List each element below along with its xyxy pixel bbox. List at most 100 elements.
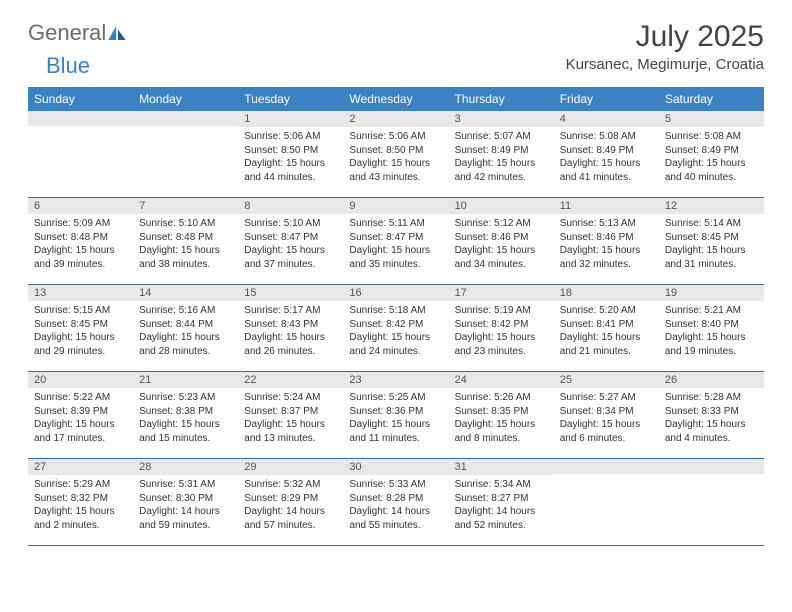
day-details: Sunrise: 5:33 AMSunset: 8:28 PMDaylight:… [343,475,448,537]
day-details: Sunrise: 5:06 AMSunset: 8:50 PMDaylight:… [238,127,343,189]
day-number: 29 [238,459,343,475]
day-details: Sunrise: 5:23 AMSunset: 8:38 PMDaylight:… [133,388,238,450]
day-number: 13 [28,285,133,301]
calendar-cell: 11Sunrise: 5:13 AMSunset: 8:46 PMDayligh… [554,198,659,285]
day-number: 15 [238,285,343,301]
day-header: Wednesday [343,87,448,111]
empty-day [133,111,238,126]
day-header: Monday [133,87,238,111]
day-number: 26 [659,372,764,388]
day-details: Sunrise: 5:09 AMSunset: 8:48 PMDaylight:… [28,214,133,276]
day-number: 23 [343,372,448,388]
day-number: 30 [343,459,448,475]
calendar-cell [133,111,238,198]
day-details: Sunrise: 5:17 AMSunset: 8:43 PMDaylight:… [238,301,343,363]
day-details: Sunrise: 5:24 AMSunset: 8:37 PMDaylight:… [238,388,343,450]
day-number: 16 [343,285,448,301]
day-details: Sunrise: 5:08 AMSunset: 8:49 PMDaylight:… [659,127,764,189]
day-number: 20 [28,372,133,388]
day-details: Sunrise: 5:08 AMSunset: 8:49 PMDaylight:… [554,127,659,189]
calendar-cell: 19Sunrise: 5:21 AMSunset: 8:40 PMDayligh… [659,285,764,372]
calendar-cell: 18Sunrise: 5:20 AMSunset: 8:41 PMDayligh… [554,285,659,372]
calendar-cell [659,459,764,546]
calendar-cell: 26Sunrise: 5:28 AMSunset: 8:33 PMDayligh… [659,372,764,459]
day-details: Sunrise: 5:34 AMSunset: 8:27 PMDaylight:… [449,475,554,537]
calendar-cell: 6Sunrise: 5:09 AMSunset: 8:48 PMDaylight… [28,198,133,285]
calendar-table: SundayMondayTuesdayWednesdayThursdayFrid… [28,87,764,546]
day-number: 22 [238,372,343,388]
calendar-cell: 15Sunrise: 5:17 AMSunset: 8:43 PMDayligh… [238,285,343,372]
calendar-cell: 9Sunrise: 5:11 AMSunset: 8:47 PMDaylight… [343,198,448,285]
day-details: Sunrise: 5:20 AMSunset: 8:41 PMDaylight:… [554,301,659,363]
day-details: Sunrise: 5:22 AMSunset: 8:39 PMDaylight:… [28,388,133,450]
day-number: 17 [449,285,554,301]
calendar-cell: 3Sunrise: 5:07 AMSunset: 8:49 PMDaylight… [449,111,554,198]
calendar-cell [28,111,133,198]
day-details: Sunrise: 5:25 AMSunset: 8:36 PMDaylight:… [343,388,448,450]
calendar-body: 1Sunrise: 5:06 AMSunset: 8:50 PMDaylight… [28,111,764,546]
calendar-cell: 5Sunrise: 5:08 AMSunset: 8:49 PMDaylight… [659,111,764,198]
calendar-week: 20Sunrise: 5:22 AMSunset: 8:39 PMDayligh… [28,372,764,459]
calendar-cell: 22Sunrise: 5:24 AMSunset: 8:37 PMDayligh… [238,372,343,459]
day-number: 6 [28,198,133,214]
day-details: Sunrise: 5:31 AMSunset: 8:30 PMDaylight:… [133,475,238,537]
day-details: Sunrise: 5:10 AMSunset: 8:48 PMDaylight:… [133,214,238,276]
calendar-cell: 8Sunrise: 5:10 AMSunset: 8:47 PMDaylight… [238,198,343,285]
logo: General [28,20,128,46]
day-details: Sunrise: 5:14 AMSunset: 8:45 PMDaylight:… [659,214,764,276]
calendar-cell: 23Sunrise: 5:25 AMSunset: 8:36 PMDayligh… [343,372,448,459]
day-number: 19 [659,285,764,301]
day-number: 4 [554,111,659,127]
calendar-cell: 21Sunrise: 5:23 AMSunset: 8:38 PMDayligh… [133,372,238,459]
calendar-cell [554,459,659,546]
day-number: 24 [449,372,554,388]
empty-day [28,111,133,126]
calendar-cell: 17Sunrise: 5:19 AMSunset: 8:42 PMDayligh… [449,285,554,372]
calendar-cell: 28Sunrise: 5:31 AMSunset: 8:30 PMDayligh… [133,459,238,546]
day-number: 27 [28,459,133,475]
calendar-cell: 27Sunrise: 5:29 AMSunset: 8:32 PMDayligh… [28,459,133,546]
day-details: Sunrise: 5:10 AMSunset: 8:47 PMDaylight:… [238,214,343,276]
calendar-cell: 29Sunrise: 5:32 AMSunset: 8:29 PMDayligh… [238,459,343,546]
calendar-cell: 12Sunrise: 5:14 AMSunset: 8:45 PMDayligh… [659,198,764,285]
day-number: 9 [343,198,448,214]
calendar-cell: 20Sunrise: 5:22 AMSunset: 8:39 PMDayligh… [28,372,133,459]
day-details: Sunrise: 5:26 AMSunset: 8:35 PMDaylight:… [449,388,554,450]
day-number: 11 [554,198,659,214]
day-details: Sunrise: 5:06 AMSunset: 8:50 PMDaylight:… [343,127,448,189]
sail-icon [108,26,126,40]
day-number: 2 [343,111,448,127]
empty-day [659,459,764,474]
day-number: 1 [238,111,343,127]
calendar-week: 13Sunrise: 5:15 AMSunset: 8:45 PMDayligh… [28,285,764,372]
day-details: Sunrise: 5:27 AMSunset: 8:34 PMDaylight:… [554,388,659,450]
day-header-row: SundayMondayTuesdayWednesdayThursdayFrid… [28,87,764,111]
day-number: 3 [449,111,554,127]
day-number: 14 [133,285,238,301]
day-details: Sunrise: 5:19 AMSunset: 8:42 PMDaylight:… [449,301,554,363]
logo-text-general: General [28,20,106,46]
calendar-cell: 13Sunrise: 5:15 AMSunset: 8:45 PMDayligh… [28,285,133,372]
day-header: Tuesday [238,87,343,111]
day-number: 7 [133,198,238,214]
day-number: 8 [238,198,343,214]
calendar-cell: 25Sunrise: 5:27 AMSunset: 8:34 PMDayligh… [554,372,659,459]
day-header: Thursday [449,87,554,111]
day-details: Sunrise: 5:12 AMSunset: 8:46 PMDaylight:… [449,214,554,276]
day-details: Sunrise: 5:15 AMSunset: 8:45 PMDaylight:… [28,301,133,363]
calendar-cell: 1Sunrise: 5:06 AMSunset: 8:50 PMDaylight… [238,111,343,198]
calendar-week: 27Sunrise: 5:29 AMSunset: 8:32 PMDayligh… [28,459,764,546]
day-number: 12 [659,198,764,214]
day-details: Sunrise: 5:13 AMSunset: 8:46 PMDaylight:… [554,214,659,276]
calendar-week: 6Sunrise: 5:09 AMSunset: 8:48 PMDaylight… [28,198,764,285]
day-number: 25 [554,372,659,388]
day-details: Sunrise: 5:29 AMSunset: 8:32 PMDaylight:… [28,475,133,537]
title-block: July 2025 Kursanec, Megimurje, Croatia [566,20,764,73]
day-number: 18 [554,285,659,301]
day-number: 5 [659,111,764,127]
day-details: Sunrise: 5:16 AMSunset: 8:44 PMDaylight:… [133,301,238,363]
calendar-cell: 7Sunrise: 5:10 AMSunset: 8:48 PMDaylight… [133,198,238,285]
day-number: 31 [449,459,554,475]
calendar-cell: 24Sunrise: 5:26 AMSunset: 8:35 PMDayligh… [449,372,554,459]
calendar-cell: 14Sunrise: 5:16 AMSunset: 8:44 PMDayligh… [133,285,238,372]
